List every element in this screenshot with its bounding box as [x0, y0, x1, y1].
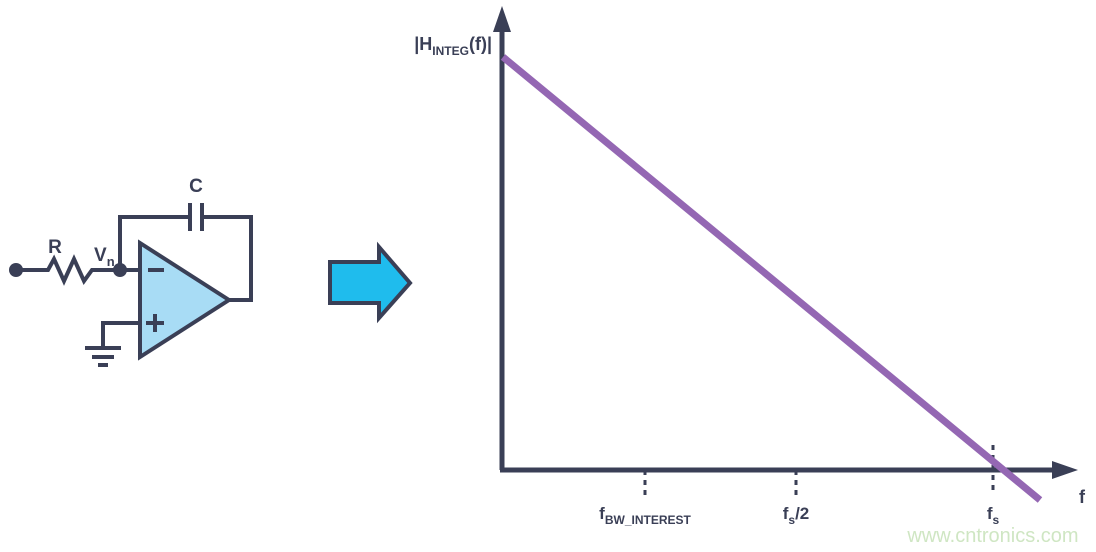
y-axis-arrowhead [493, 6, 511, 32]
y-axis-label: |HINTEG(f)| [414, 34, 492, 58]
opamp-triangle [138, 239, 233, 361]
response-curve-line [500, 54, 1043, 503]
watermark-text: www.cntronics.com [906, 525, 1078, 547]
node-voltage-label: Vn [94, 245, 115, 269]
right-arrow-icon [328, 241, 413, 324]
capacitor-label: C [189, 176, 203, 197]
circuit-diagram: R Vn C [9, 176, 253, 367]
resistor-label: R [48, 237, 62, 258]
tick-label-f-bw-interest: fBW_INTEREST [599, 504, 691, 527]
x-axis-arrowhead [1052, 461, 1078, 479]
resistor-symbol [42, 254, 120, 286]
x-axis-label: f [1079, 487, 1086, 507]
tick-label-fs: fs [987, 504, 1000, 527]
frequency-response-chart: |HINTEG(f)| f fBW_INTEREST fs/2 fs [414, 6, 1086, 527]
tick-label-fs-over-2: fs/2 [783, 504, 810, 527]
